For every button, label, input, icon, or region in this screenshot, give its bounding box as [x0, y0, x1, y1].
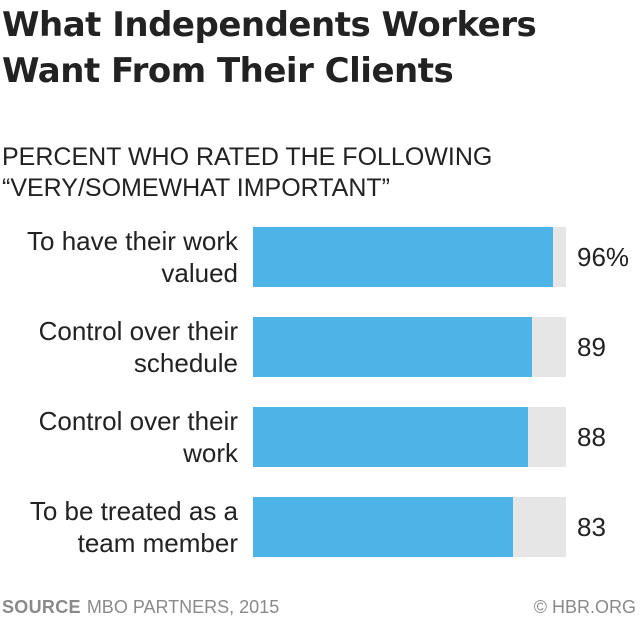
bar	[253, 227, 554, 287]
bar-value-label: 96%	[577, 242, 630, 272]
bar-track	[253, 497, 566, 557]
bar-track	[253, 317, 566, 377]
bar-value-label: 89	[577, 332, 606, 362]
bar	[253, 317, 532, 377]
chart-footer: SOURCE MBO PARTNERS, 2015 © HBR.ORG	[2, 594, 638, 620]
bar-track	[253, 407, 566, 467]
chart-subtitle: PERCENT WHO RATED THE FOLLOWING “VERY/SO…	[2, 143, 493, 202]
category-label: Control over their schedule	[38, 316, 238, 378]
category-label: To have their work valued	[27, 226, 238, 288]
category-label: Control over their work	[38, 406, 238, 468]
chart-title: What Independents Workers Want From Thei…	[2, 5, 537, 91]
copyright-credit: © HBR.ORG	[533, 597, 636, 617]
category-label: To be treated as a team member	[29, 496, 238, 558]
bar-track	[253, 227, 566, 287]
bar-value-label: 83	[577, 512, 606, 542]
source-text: MBO PARTNERS, 2015	[86, 597, 280, 617]
bar	[253, 407, 529, 467]
bar-value-label: 88	[577, 422, 606, 452]
source-label: SOURCE	[2, 597, 81, 617]
bar	[253, 497, 513, 557]
